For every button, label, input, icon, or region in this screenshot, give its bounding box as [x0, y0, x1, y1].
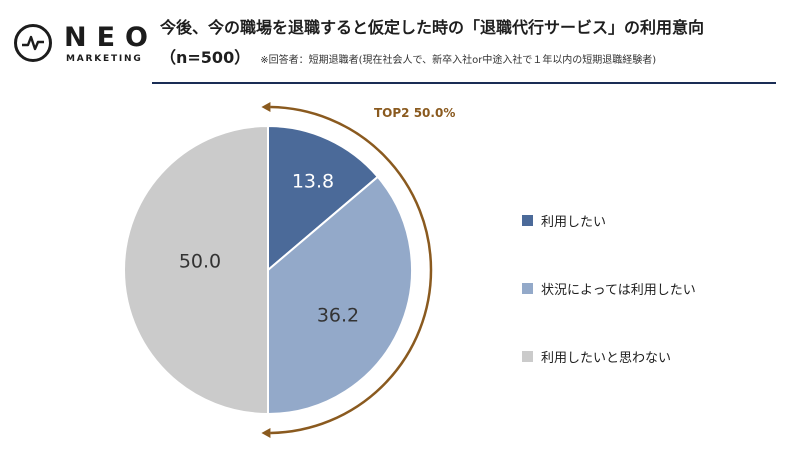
logo-mark-icon	[14, 24, 52, 62]
slice-value-label: 36.2	[317, 305, 359, 327]
chart-legend: 利用したい状況によっては利用したい 利用したいと思わない	[522, 210, 696, 414]
subtitle-row: （n=500） ※回答者：短期退職者(現在社会人で、新卒入社or中途入社で１年以…	[160, 44, 656, 68]
logo-subtext: MARKETING	[66, 54, 143, 64]
pie-slice	[123, 124, 269, 416]
legend-label: 状況によっては利用したい	[541, 282, 696, 298]
logo-word: NEO	[64, 22, 158, 53]
pie-slice	[267, 175, 413, 416]
legend-label: 利用したいと思わない	[541, 350, 672, 366]
sample-size: （n=500）	[160, 48, 251, 67]
neo-marketing-logo: NEO MARKETING	[14, 22, 154, 74]
slice-value-label: 50.0	[179, 251, 221, 273]
legend-item: 利用したい	[522, 210, 696, 230]
slice-value-label: 13.8	[292, 171, 334, 193]
pie-slices	[123, 124, 413, 416]
legend-item: 利用したいと思わない	[522, 346, 696, 366]
top2-annotation: TOP2 50.0%	[261, 102, 455, 438]
legend-label: 利用したい	[541, 214, 607, 230]
legend-swatch	[522, 350, 533, 362]
top2-bracket-arc	[270, 105, 433, 435]
arrowhead-icon	[261, 102, 271, 113]
pie-slice	[267, 124, 380, 273]
respondent-note: ※回答者：短期退職者(現在社会人で、新卒入社or中途入社で１年以内の短期退職経験…	[260, 55, 657, 66]
legend-swatch	[522, 214, 533, 226]
header-divider	[152, 82, 776, 84]
legend-item: 状況によっては利用したい	[522, 278, 696, 298]
top2-label: TOP2 50.0%	[374, 106, 455, 120]
chart-title: 今後、今の職場を退職すると仮定した時の「退職代行サービス」の利用意向	[160, 18, 705, 37]
legend-swatch	[522, 282, 533, 294]
pie-slice-labels: 13.8 36.2 50.0	[179, 171, 359, 327]
arrowhead-icon	[261, 427, 271, 438]
